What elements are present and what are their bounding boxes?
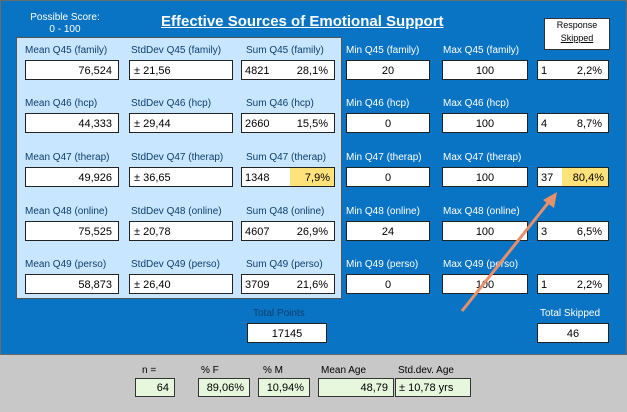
min-label: Min Q46 (hcp) — [346, 98, 410, 109]
skipped-count: 37 — [541, 172, 554, 184]
skipped-field[interactable]: 1 2,2% — [537, 60, 609, 80]
total-skipped-field[interactable]: 46 — [537, 323, 609, 343]
stddev-label: StdDev Q48 (online) — [131, 206, 222, 217]
min-field[interactable]: 0 — [346, 167, 430, 187]
max-label: Max Q47 (therap) — [443, 152, 522, 163]
skipped-percent: 6,5% — [576, 226, 602, 238]
sum-percent: 21,6% — [296, 279, 328, 291]
stddev-label: StdDev Q45 (family) — [131, 45, 222, 56]
response-skipped-header: Response Skipped — [544, 18, 610, 50]
mean-field[interactable]: 75,525 — [25, 221, 119, 241]
response-label: Response — [556, 20, 598, 30]
stddev-field[interactable]: ± 26,40 — [129, 274, 233, 294]
skipped-label: Skipped — [560, 33, 594, 43]
possible-score-label: Possible Score: 0 - 100 — [15, 12, 115, 36]
sum-percent: 26,9% — [296, 226, 328, 238]
skipped-count: 1 — [541, 65, 548, 77]
age-sd-field[interactable]: ± 10,78 yrs — [395, 378, 471, 397]
male-pct-field[interactable]: 10,94% — [258, 378, 310, 397]
skipped-count: 1 — [541, 279, 548, 291]
stddev-label: StdDev Q49 (perso) — [131, 259, 220, 270]
min-label: Min Q49 (perso) — [346, 259, 419, 270]
sum-percent: 7,9% — [290, 168, 334, 186]
sum-label: Sum Q49 (perso) — [246, 259, 323, 270]
sum-field[interactable]: 2660 15,5% — [241, 113, 335, 133]
total-points-label: Total Points — [253, 308, 305, 319]
stats-frame: Possible Score: 0 - 100 Effective Source… — [0, 0, 627, 355]
mean-label: Mean Q49 (perso) — [25, 259, 107, 270]
n-field[interactable]: 64 — [135, 378, 175, 397]
possible-score-line1: Possible Score: — [30, 12, 100, 23]
skipped-percent: 2,2% — [576, 65, 602, 77]
sum-field[interactable]: 3709 21,6% — [241, 274, 335, 294]
skipped-field[interactable]: 1 2,2% — [537, 274, 609, 294]
max-field[interactable]: 100 — [442, 221, 528, 241]
total-skipped-label: Total Skipped — [540, 308, 601, 319]
female-pct-field[interactable]: 89,06% — [198, 378, 250, 397]
arrow-line — [460, 197, 554, 312]
sum-label: Sum Q46 (hcp) — [246, 98, 314, 109]
sum-label: Sum Q47 (therap) — [246, 152, 327, 163]
min-field[interactable]: 24 — [346, 221, 430, 241]
arrow-annotation — [460, 192, 557, 312]
stddev-field[interactable]: ± 36,65 — [129, 167, 233, 187]
stddev-label: StdDev Q47 (therap) — [131, 152, 224, 163]
mean-field[interactable]: 58,873 — [25, 274, 119, 294]
mean-field[interactable]: 76,524 — [25, 60, 119, 80]
sum-value: 1348 — [245, 172, 270, 184]
min-field[interactable]: 0 — [346, 113, 430, 133]
total-points-field[interactable]: 17145 — [247, 323, 327, 343]
min-field[interactable]: 0 — [346, 274, 430, 294]
sum-percent: 28,1% — [296, 65, 328, 77]
skipped-field[interactable]: 4 8,7% — [537, 113, 609, 133]
mean-field[interactable]: 49,926 — [25, 167, 119, 187]
sum-label: Sum Q48 (online) — [246, 206, 325, 217]
stddev-label: StdDev Q46 (hcp) — [131, 98, 212, 109]
mean-label: Mean Q48 (online) — [25, 206, 108, 217]
max-field[interactable]: 100 — [442, 60, 528, 80]
mean-label: Mean Q46 (hcp) — [25, 98, 98, 109]
max-field[interactable]: 100 — [442, 167, 528, 187]
page-title: Effective Sources of Emotional Support — [161, 13, 444, 30]
max-label: Max Q45 (family) — [443, 45, 520, 56]
skipped-count: 3 — [541, 226, 548, 238]
mean-field[interactable]: 44,333 — [25, 113, 119, 133]
sum-value: 4821 — [245, 65, 270, 77]
age-sd-label: Std.dev. Age — [398, 365, 454, 376]
sum-value: 3709 — [245, 279, 270, 291]
max-label: Max Q48 (online) — [443, 206, 520, 217]
min-label: Min Q47 (therap) — [346, 152, 422, 163]
arrow-head — [543, 192, 557, 208]
sum-field[interactable]: 4821 28,1% — [241, 60, 335, 80]
sum-field[interactable]: 1348 7,9% — [241, 167, 335, 187]
min-label: Min Q48 (online) — [346, 206, 420, 217]
max-label: Max Q46 (hcp) — [443, 98, 510, 109]
sum-value: 2660 — [245, 118, 270, 130]
min-label: Min Q45 (family) — [346, 45, 420, 56]
sum-percent: 15,5% — [296, 118, 328, 130]
min-field[interactable]: 20 — [346, 60, 430, 80]
skipped-percent: 80,4% — [562, 168, 608, 186]
sum-field[interactable]: 4607 26,9% — [241, 221, 335, 241]
skipped-count: 4 — [541, 118, 548, 130]
mean-label: Mean Q45 (family) — [25, 45, 108, 56]
n-label: n = — [142, 365, 157, 376]
male-pct-label: % M — [263, 365, 283, 376]
sum-value: 4607 — [245, 226, 270, 238]
possible-score-line2: 0 - 100 — [49, 24, 81, 35]
skipped-field[interactable]: 3 6,5% — [537, 221, 609, 241]
mean-label: Mean Q47 (therap) — [25, 152, 110, 163]
sum-label: Sum Q45 (family) — [246, 45, 324, 56]
max-label: Max Q49 (perso) — [443, 259, 519, 270]
stddev-field[interactable]: ± 21,56 — [129, 60, 233, 80]
mean-age-field[interactable]: 48,79 — [318, 378, 394, 397]
skipped-percent: 8,7% — [576, 118, 602, 130]
stddev-field[interactable]: ± 20,78 — [129, 221, 233, 241]
skipped-percent: 2,2% — [576, 279, 602, 291]
mean-age-label: Mean Age — [321, 365, 367, 376]
stddev-field[interactable]: ± 29,44 — [129, 113, 233, 133]
skipped-field[interactable]: 37 80,4% — [537, 167, 609, 187]
max-field[interactable]: 100 — [442, 113, 528, 133]
female-pct-label: % F — [201, 365, 219, 376]
